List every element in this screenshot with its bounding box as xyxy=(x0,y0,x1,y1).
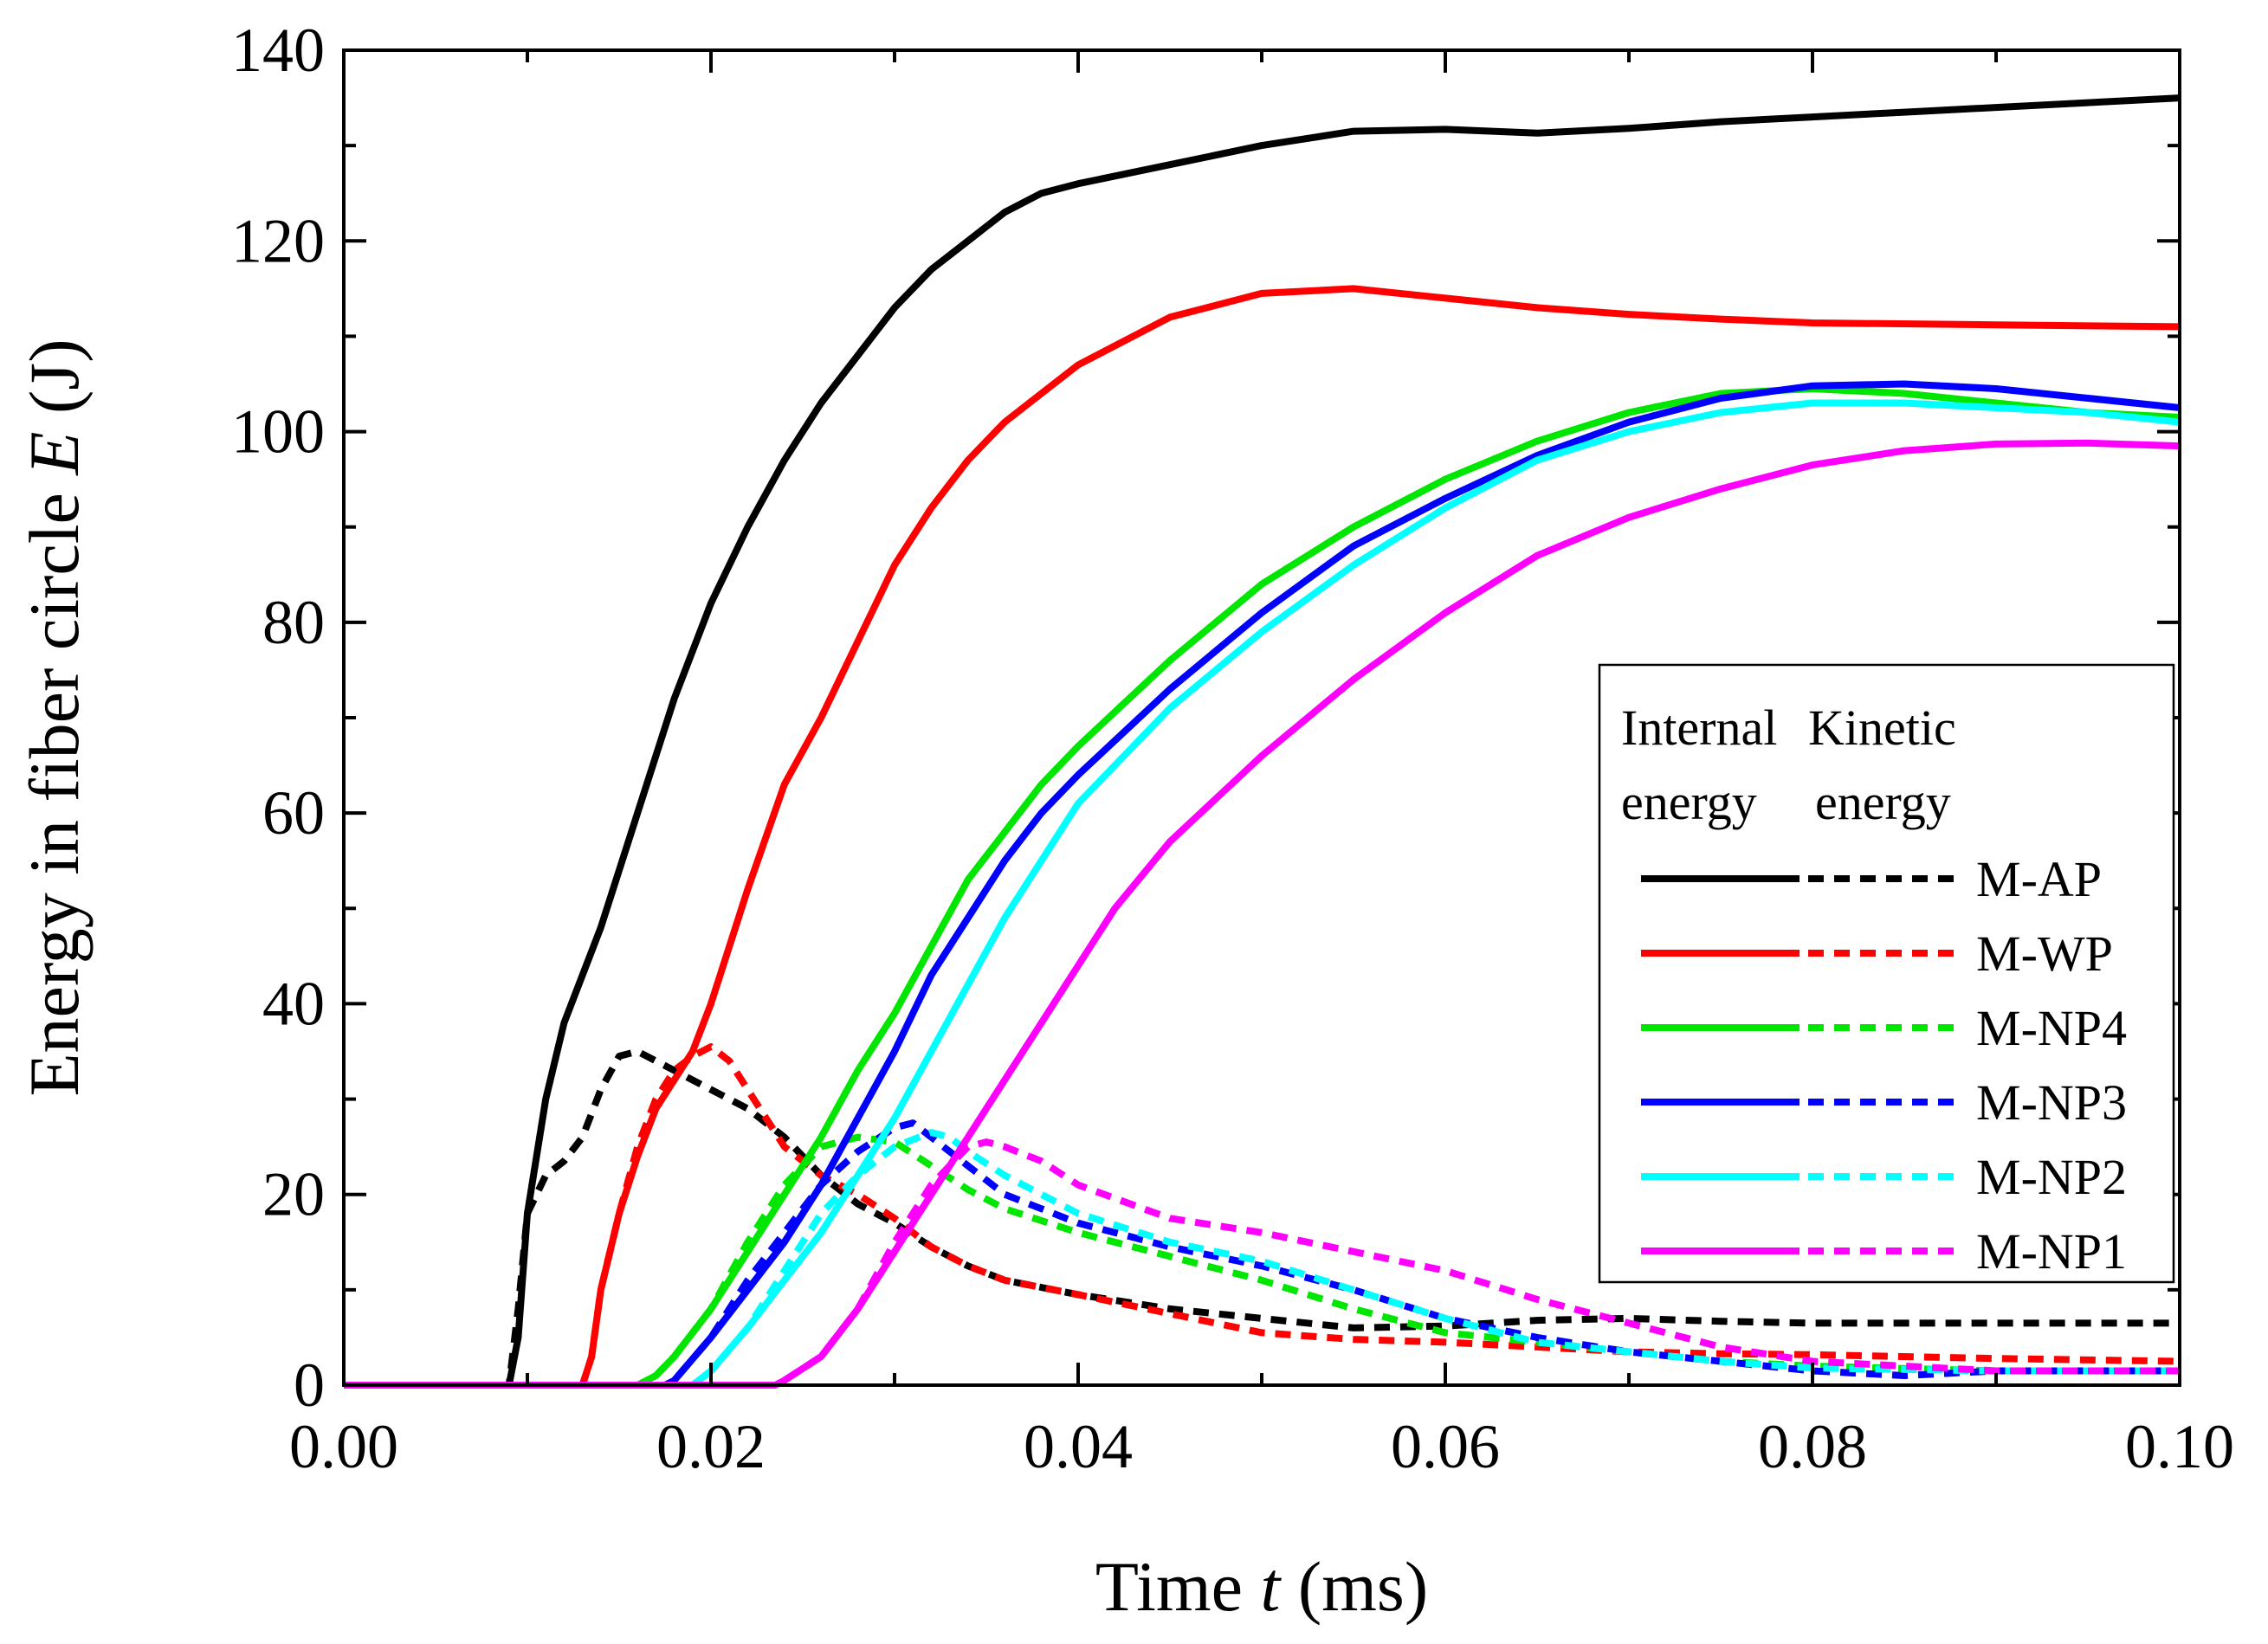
y-tick-label: 40 xyxy=(262,969,325,1038)
x-tick-label: 0.02 xyxy=(656,1412,766,1481)
legend-label: M-NP3 xyxy=(1976,1074,2127,1131)
legend-entry-m-np3: M-NP3 xyxy=(1641,1074,2127,1131)
legend-header-kinetic-line2: energy xyxy=(1815,774,1951,830)
kinetic-line-m-ap xyxy=(344,1048,2180,1389)
y-tick-label: 0 xyxy=(294,1351,325,1420)
x-tick-label: 0.06 xyxy=(1391,1412,1500,1481)
kinetic-line-m-wp xyxy=(344,1043,2181,1389)
legend-entry-m-np4: M-NP4 xyxy=(1641,1000,2127,1056)
kinetic-line-m-np2 xyxy=(344,1129,2180,1389)
internal-line-m-np3 xyxy=(344,380,2181,1389)
legend-label: M-WP xyxy=(1976,925,2113,982)
y-tick-label: 100 xyxy=(231,397,325,467)
legend-label: M-AP xyxy=(1976,851,2102,907)
internal-line-m-ap xyxy=(344,94,2181,1389)
legend-entry-m-np2: M-NP2 xyxy=(1641,1149,2127,1205)
internal-line-m-wp xyxy=(344,285,2181,1389)
y-tick-label: 20 xyxy=(262,1160,325,1229)
y-axis-title: Energy in fiber circle E (J) xyxy=(15,338,94,1096)
x-tick-label: 0.00 xyxy=(289,1412,398,1481)
y-tick-label: 80 xyxy=(262,588,325,657)
internal-line-m-np1 xyxy=(344,439,2181,1389)
x-tick-label: 0.10 xyxy=(2125,1412,2234,1481)
legend-header-internal-line1: Internal xyxy=(1621,700,1777,756)
x-tick-label: 0.04 xyxy=(1024,1412,1133,1481)
legend-entries: M-AP M-WP M-NP4 M-NP3 M-NP2 M-NP1 xyxy=(1641,851,2127,1280)
y-tick-label: 120 xyxy=(231,206,325,275)
internal-line-m-np2 xyxy=(344,399,2181,1389)
legend-entry-m-np1: M-NP1 xyxy=(1641,1223,2127,1280)
legend: Internal energy Kinetic energy M-APM-WPM… xyxy=(1598,663,2175,1284)
legend-label: M-NP4 xyxy=(1976,1000,2127,1056)
legend-header-internal-line2: energy xyxy=(1621,774,1757,830)
plot-lines xyxy=(344,94,2181,1389)
legend-label: M-NP2 xyxy=(1976,1149,2127,1205)
legend-header-kinetic-line1: Kinetic xyxy=(1808,700,1956,756)
tick-labels: 0.00 0.02 0.04 0.06 0.08 0.10 0 20 40 60 80 100 120 1… xyxy=(231,16,2234,1481)
legend-label: M-NP1 xyxy=(1976,1223,2127,1280)
x-tick-label: 0.08 xyxy=(1758,1412,1867,1481)
y-tick-label: 140 xyxy=(231,16,325,85)
x-axis-title: Time t (ms) xyxy=(1095,1547,1428,1626)
y-tick-label: 60 xyxy=(262,778,325,848)
legend-entry-m-wp: M-WP xyxy=(1641,925,2113,982)
ticks xyxy=(342,48,2181,1387)
legend-entry-m-ap: M-AP xyxy=(1641,851,2102,907)
